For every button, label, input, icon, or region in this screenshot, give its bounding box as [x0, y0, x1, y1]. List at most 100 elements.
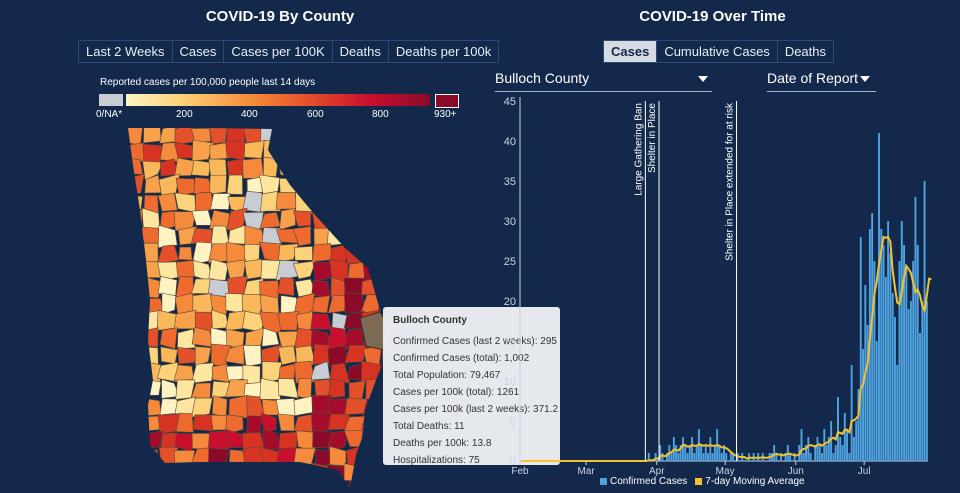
- county-shape[interactable]: [278, 378, 299, 399]
- legend-max-swatch: [435, 94, 459, 108]
- bar: [659, 445, 662, 461]
- county-shape[interactable]: [159, 327, 178, 350]
- chevron-down-icon: [698, 76, 708, 82]
- county-shape[interactable]: [178, 246, 193, 261]
- county-shape[interactable]: [276, 228, 298, 244]
- county-shape[interactable]: [277, 311, 300, 331]
- bar: [857, 389, 860, 461]
- county-shape[interactable]: [191, 128, 212, 143]
- county-shape[interactable]: [279, 208, 296, 231]
- date-select[interactable]: Date of Report: [767, 70, 876, 92]
- bar: [704, 445, 707, 461]
- county-shape[interactable]: [224, 344, 245, 365]
- bar: [903, 245, 906, 461]
- county-shape[interactable]: [208, 258, 229, 281]
- county-shape[interactable]: [210, 193, 231, 210]
- bar: [821, 453, 823, 461]
- county-select[interactable]: Bulloch County: [495, 70, 712, 92]
- county-shape[interactable]: [175, 259, 195, 279]
- county-shape[interactable]: [276, 277, 295, 296]
- tab-cases[interactable]: Cases: [604, 41, 658, 62]
- county-shape[interactable]: [295, 430, 316, 453]
- legend-tick-600: 600: [307, 109, 324, 120]
- county-shape[interactable]: [242, 190, 266, 213]
- bar: [807, 437, 810, 461]
- county-shape[interactable]: [327, 295, 346, 314]
- county-shape[interactable]: [191, 139, 215, 162]
- bar: [871, 213, 874, 461]
- county-shape[interactable]: [261, 327, 280, 347]
- county-shape[interactable]: [293, 210, 312, 227]
- county-shape[interactable]: [157, 244, 180, 264]
- bar: [850, 365, 853, 461]
- county-shape[interactable]: [175, 412, 194, 433]
- county-shape[interactable]: [194, 191, 214, 212]
- county-shape[interactable]: [211, 363, 230, 383]
- county-shape[interactable]: [327, 430, 350, 452]
- county-shape[interactable]: [209, 142, 231, 160]
- county-shape[interactable]: [277, 243, 299, 263]
- x-tick-label: Mar: [577, 466, 595, 477]
- bar: [841, 445, 844, 461]
- tab-last-2-weeks[interactable]: Last 2 Weeks: [79, 41, 173, 62]
- bar: [707, 453, 710, 461]
- tab-cases[interactable]: Cases: [173, 41, 225, 62]
- y-tick-label: 15: [504, 336, 516, 348]
- bar: [900, 221, 903, 461]
- county-shape[interactable]: [157, 192, 178, 212]
- tab-deaths[interactable]: Deaths: [784, 44, 827, 59]
- county-shape[interactable]: [260, 412, 277, 433]
- county-shape[interactable]: [174, 157, 196, 177]
- county-shape[interactable]: [142, 160, 164, 181]
- y-tick-label: 0: [510, 456, 516, 468]
- county-shape[interactable]: [176, 346, 198, 365]
- county-shape[interactable]: [225, 414, 244, 435]
- county-shape[interactable]: [243, 344, 262, 368]
- bar: [837, 397, 839, 461]
- county-shape[interactable]: [191, 397, 213, 418]
- county-shape[interactable]: [194, 345, 212, 368]
- bar: [923, 181, 926, 461]
- bar: [859, 237, 862, 461]
- bar: [805, 445, 808, 461]
- bar: [666, 453, 668, 461]
- chart-title: COVID-19 Over Time: [639, 8, 786, 25]
- county-shape[interactable]: [192, 414, 214, 432]
- legend-confirmed: Confirmed Cases: [600, 476, 687, 487]
- y-tick-label: 10: [504, 376, 516, 388]
- x-tick-label: Feb: [511, 466, 529, 477]
- y-tick-label: 45: [504, 96, 516, 108]
- county-shape[interactable]: [259, 280, 279, 299]
- county-shape[interactable]: [292, 225, 312, 247]
- tab-deaths-per-100k[interactable]: Deaths per 100k: [395, 44, 492, 59]
- county-shape[interactable]: [191, 362, 214, 384]
- county-shape[interactable]: [292, 260, 317, 280]
- bar: [827, 437, 830, 461]
- county-shape[interactable]: [311, 280, 331, 298]
- county-shape[interactable]: [326, 379, 346, 399]
- tab-cumulative-cases[interactable]: Cumulative Cases: [657, 41, 778, 62]
- county-shape[interactable]: [157, 224, 178, 248]
- county-shape[interactable]: [226, 174, 243, 195]
- tab-deaths[interactable]: Deaths: [333, 41, 389, 62]
- county-shape[interactable]: [275, 398, 299, 418]
- y-tick-label: 30: [504, 216, 516, 228]
- county-shape[interactable]: [260, 190, 281, 212]
- county-shape[interactable]: [207, 430, 230, 452]
- county-shape[interactable]: [209, 209, 230, 231]
- county-shape[interactable]: [191, 159, 212, 177]
- county-shape[interactable]: [278, 363, 297, 384]
- county-shape[interactable]: [209, 174, 227, 195]
- county-shape[interactable]: [327, 345, 349, 367]
- county-shape[interactable]: [208, 124, 229, 145]
- bar: [839, 437, 842, 461]
- x-tick-label: Apr: [649, 466, 665, 477]
- bar: [679, 445, 682, 461]
- county-shape[interactable]: [312, 429, 333, 449]
- county-shape[interactable]: [208, 158, 228, 180]
- tab-cases-per-100k[interactable]: Cases per 100K: [224, 41, 333, 62]
- county-shape[interactable]: [311, 295, 331, 314]
- county-shape[interactable]: [261, 227, 282, 247]
- county-shape[interactable]: [161, 292, 177, 315]
